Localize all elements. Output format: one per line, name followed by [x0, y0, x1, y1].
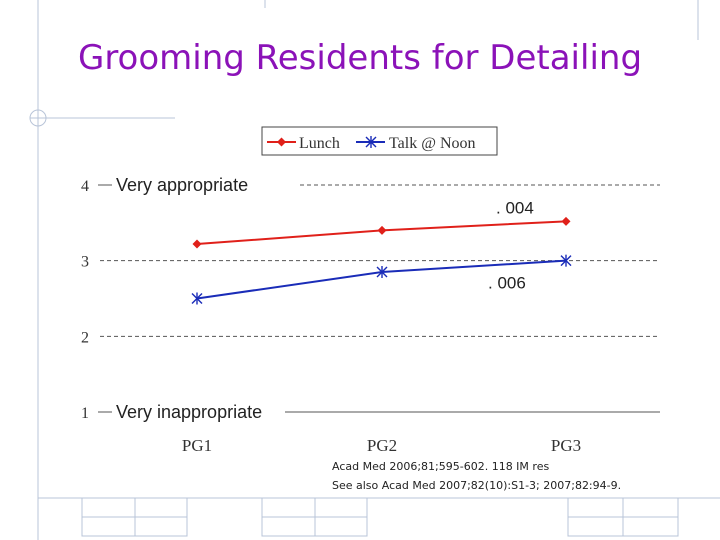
series-1-point-pg1 — [191, 292, 203, 305]
y-label-very-appropriate: Very appropriate — [116, 175, 248, 195]
x-axis-labels: PG1 PG2 PG3 — [182, 436, 581, 455]
series-0-point-pg2 — [377, 225, 387, 235]
citation-line-1: Acad Med 2006;81;595-602. 118 IM res — [332, 460, 549, 473]
annotations: . 004 . 006 — [488, 198, 534, 292]
legend-lunch-label: Lunch — [299, 135, 340, 152]
slide-decoration — [29, 0, 720, 540]
series-0-point-pg1 — [192, 239, 202, 249]
y-tick-label-1: 1 — [81, 405, 89, 422]
series-0-point-pg3 — [561, 216, 571, 226]
y-tick-label-2: 2 — [81, 329, 89, 346]
grid-lines — [98, 184, 660, 413]
slide-title: Grooming Residents for Detailing — [77, 38, 643, 78]
annotation-0: . 004 — [496, 198, 534, 217]
x-tick-label-pg3: PG3 — [551, 436, 581, 455]
legend-talk-marker — [365, 136, 377, 148]
y-axis-ticks: 1 2 3 4 — [81, 178, 89, 422]
series-layer — [191, 216, 572, 305]
y-tick-label-4: 4 — [81, 178, 89, 195]
citation-line-2: See also Acad Med 2007;82(10):S1-3; 2007… — [332, 479, 621, 492]
y-tick-label-3: 3 — [81, 254, 89, 271]
x-tick-label-pg1: PG1 — [182, 436, 212, 455]
series-1-point-pg2 — [376, 266, 388, 279]
x-tick-label-pg2: PG2 — [367, 436, 397, 455]
y-label-very-inappropriate: Very inappropriate — [116, 402, 262, 422]
chart-legend: Lunch Talk @ Noon — [261, 126, 498, 156]
annotation-1: . 006 — [488, 274, 526, 293]
legend-lunch-marker — [277, 137, 286, 147]
series-1-point-pg3 — [560, 254, 572, 267]
legend-talk-label: Talk @ Noon — [389, 135, 476, 152]
